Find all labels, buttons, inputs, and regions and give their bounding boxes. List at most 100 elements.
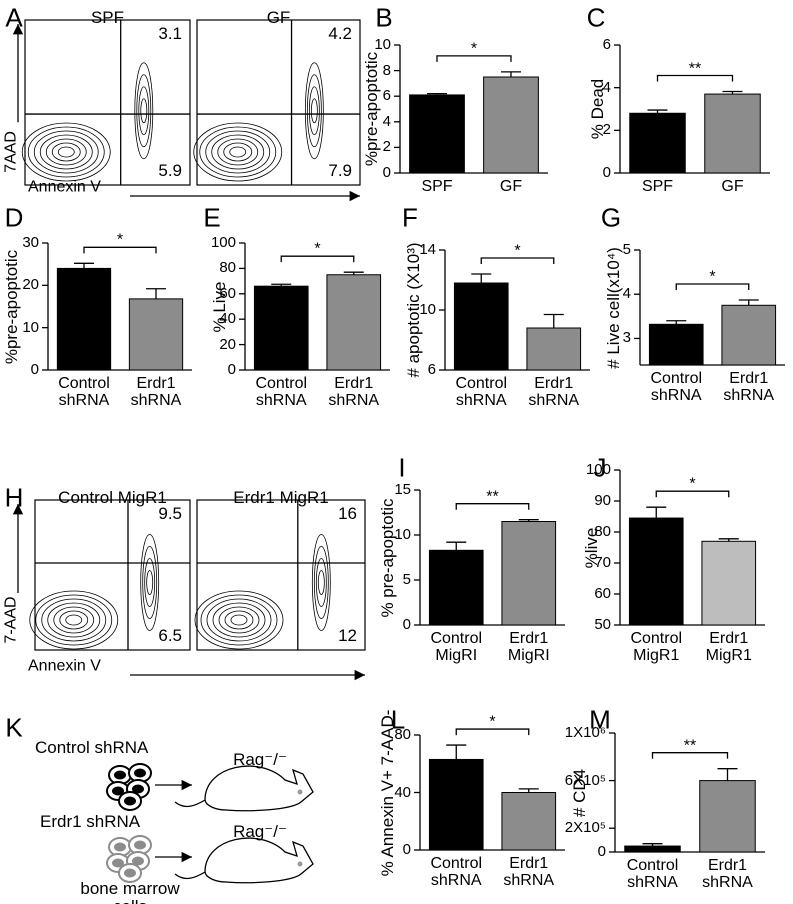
nucleus	[124, 796, 136, 806]
x-tick-label: Control shRNA	[58, 375, 110, 409]
y-tick-label: 100	[210, 234, 236, 252]
y-tick-label: 2	[602, 121, 611, 139]
y-tick-label: 4	[622, 285, 631, 303]
contour	[315, 558, 327, 607]
significance-bracket	[455, 728, 530, 736]
y-axis-title: %pre-apoptotic	[362, 51, 382, 167]
bar	[629, 112, 686, 174]
bar	[128, 298, 184, 371]
diagram-label: bone marrow cells	[80, 879, 180, 904]
mouse-eye	[297, 861, 303, 867]
bar	[628, 517, 684, 626]
plot-frame	[196, 499, 366, 651]
contour	[59, 610, 89, 630]
x-tick-label: SPF	[421, 178, 453, 195]
contour	[65, 614, 83, 626]
contour	[218, 606, 260, 634]
y-tick-label: 6	[427, 361, 436, 379]
x-tick-label: Control shRNA	[626, 857, 679, 891]
nucleus	[132, 784, 144, 794]
y-tick-label: 0	[382, 164, 391, 182]
x-tick-label: Control shRNA	[255, 375, 308, 409]
diagram-label: Erdr1 shRNA	[40, 812, 141, 832]
y-tick-label: 10	[394, 526, 411, 544]
y-tick-label: 4	[382, 112, 391, 130]
plot-frame	[24, 19, 191, 186]
x-tick-label: Control shRNA	[430, 855, 483, 889]
significance-bracket	[675, 283, 750, 290]
y-tick-label: 20	[219, 335, 236, 353]
y-tick-label: 40	[219, 310, 236, 328]
y-tick-label: 15	[394, 481, 411, 499]
contour	[193, 122, 283, 182]
contour	[51, 142, 81, 162]
bar	[428, 549, 484, 626]
y-tick-label: 5	[402, 571, 411, 589]
x-tick-label: GF	[499, 178, 523, 195]
contour	[306, 74, 322, 148]
significance-bracket	[436, 55, 512, 62]
panel-letter: M	[589, 704, 611, 735]
y-tick-label: 70	[594, 554, 611, 572]
contour	[144, 558, 156, 607]
bar	[501, 521, 557, 626]
contour	[33, 130, 99, 174]
y-tick-label: 50	[594, 616, 611, 634]
panel-letter: J	[593, 452, 607, 483]
y-axis-title: %pre-apoptotic	[2, 249, 22, 364]
x-tick-label: Control shRNA	[650, 370, 703, 404]
y-tick-label: 3	[622, 329, 631, 347]
y-tick-label: 4	[602, 78, 611, 96]
recipient-label: Rag⁻/⁻	[233, 822, 287, 842]
quadrant-value: 5.9	[158, 161, 182, 181]
significance-bracket	[656, 74, 734, 82]
bar	[428, 758, 484, 851]
significance-label: *	[689, 475, 696, 493]
y-tick-label: 60	[594, 585, 611, 603]
diagram-label: Control shRNA	[35, 738, 149, 758]
y-tick-label: 0	[602, 164, 611, 182]
x-tick-label: Control shRNA	[455, 375, 508, 409]
x-axis-title: Annexin V	[28, 178, 101, 196]
contour	[212, 602, 266, 638]
quadrant-value: 4.2	[328, 24, 352, 44]
panel-letter: L	[390, 704, 406, 735]
contour	[146, 570, 154, 595]
contour	[224, 610, 254, 630]
quadrant-value: 16	[338, 504, 357, 524]
bar	[326, 274, 382, 371]
significance-label: *	[470, 40, 478, 58]
bar	[56, 267, 112, 371]
mouse	[174, 837, 314, 884]
mouse	[174, 765, 314, 812]
contour	[39, 134, 93, 170]
plot-title: SPF	[90, 8, 125, 28]
y-tick-label: 0	[227, 361, 236, 379]
x-tick-label: Erdr1 shRNA	[130, 375, 182, 409]
y-tick-label: 0	[597, 843, 606, 861]
y-tick-label: 1X10⁶	[564, 724, 606, 742]
y-tick-label: 0	[402, 616, 411, 634]
bar	[501, 792, 557, 851]
nucleus	[114, 770, 126, 780]
contour	[194, 590, 284, 650]
panel-letter: H	[4, 482, 24, 513]
plot-title: Control MigR1	[58, 488, 167, 508]
quadrant-value: 9.5	[158, 504, 182, 524]
nucleus	[112, 786, 124, 796]
contour	[142, 546, 158, 619]
panel-letter: C	[586, 2, 606, 33]
y-tick-label: 14	[419, 241, 436, 259]
contour	[136, 74, 152, 148]
y-tick-label: 5	[622, 241, 631, 259]
plot-title: Erdr1 MigR1	[233, 488, 329, 508]
bar	[624, 845, 681, 853]
nucleus	[112, 858, 124, 868]
y-tick-label: 10	[374, 36, 391, 54]
nucleus	[114, 842, 126, 852]
significance-label: *	[514, 242, 521, 260]
x-tick-label: Control MigR1	[630, 630, 683, 664]
y-axis-title: % pre-apoptotic	[378, 497, 398, 618]
bar	[526, 327, 582, 371]
